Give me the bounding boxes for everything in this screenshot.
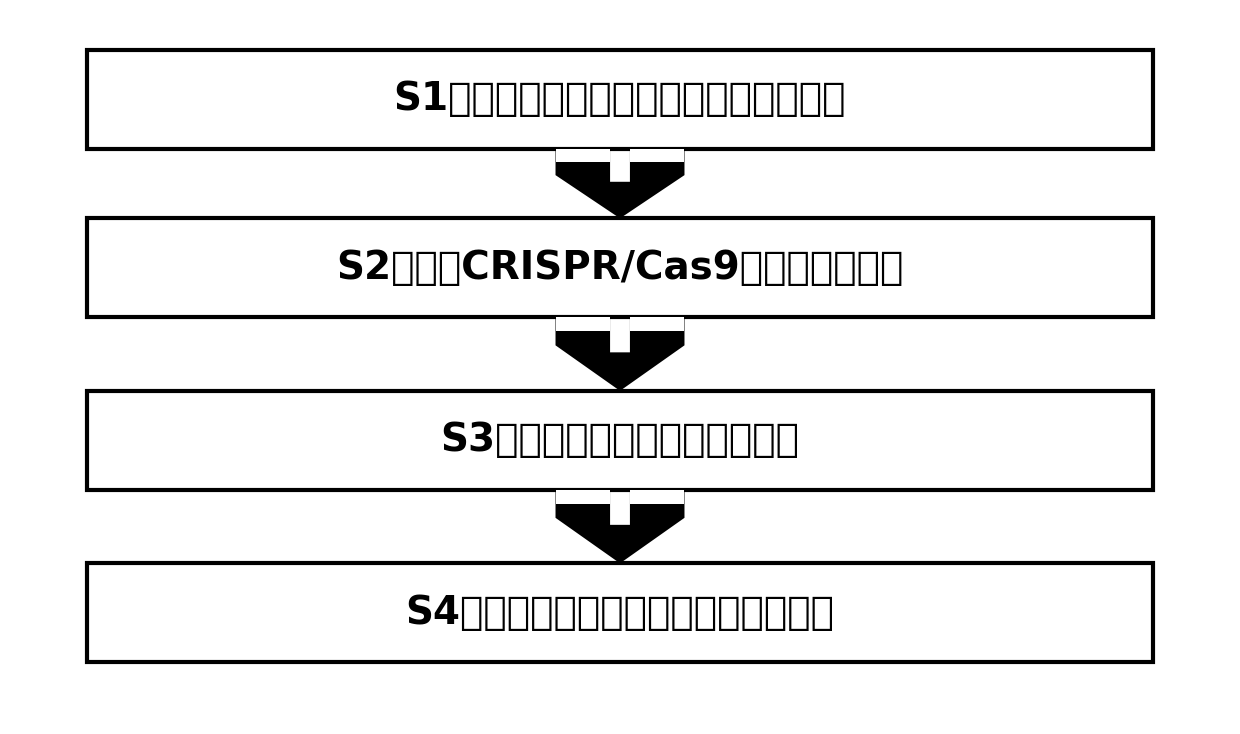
Polygon shape bbox=[556, 490, 684, 564]
Bar bbox=[630, 148, 684, 162]
Bar bbox=[556, 317, 610, 332]
Text: S1：基因家族不同成员的共同靶序列选择: S1：基因家族不同成员的共同靶序列选择 bbox=[394, 80, 846, 118]
Text: S3：根癌农杆菌介导的遗传转化: S3：根癌农杆菌介导的遗传转化 bbox=[440, 421, 800, 459]
Text: S2：芥蓝CRISPR/Cas9表达载体的构建: S2：芥蓝CRISPR/Cas9表达载体的构建 bbox=[336, 249, 904, 287]
FancyBboxPatch shape bbox=[87, 219, 1153, 317]
FancyBboxPatch shape bbox=[87, 564, 1153, 662]
FancyBboxPatch shape bbox=[87, 50, 1153, 148]
Bar bbox=[630, 490, 684, 504]
Text: S4：转基因植株的表型鉴定与分子检测: S4：转基因植株的表型鉴定与分子检测 bbox=[405, 594, 835, 632]
Bar bbox=[556, 490, 610, 504]
Bar bbox=[556, 148, 610, 162]
Polygon shape bbox=[556, 148, 684, 219]
Polygon shape bbox=[556, 317, 684, 390]
FancyBboxPatch shape bbox=[87, 390, 1153, 490]
Bar bbox=[630, 317, 684, 332]
